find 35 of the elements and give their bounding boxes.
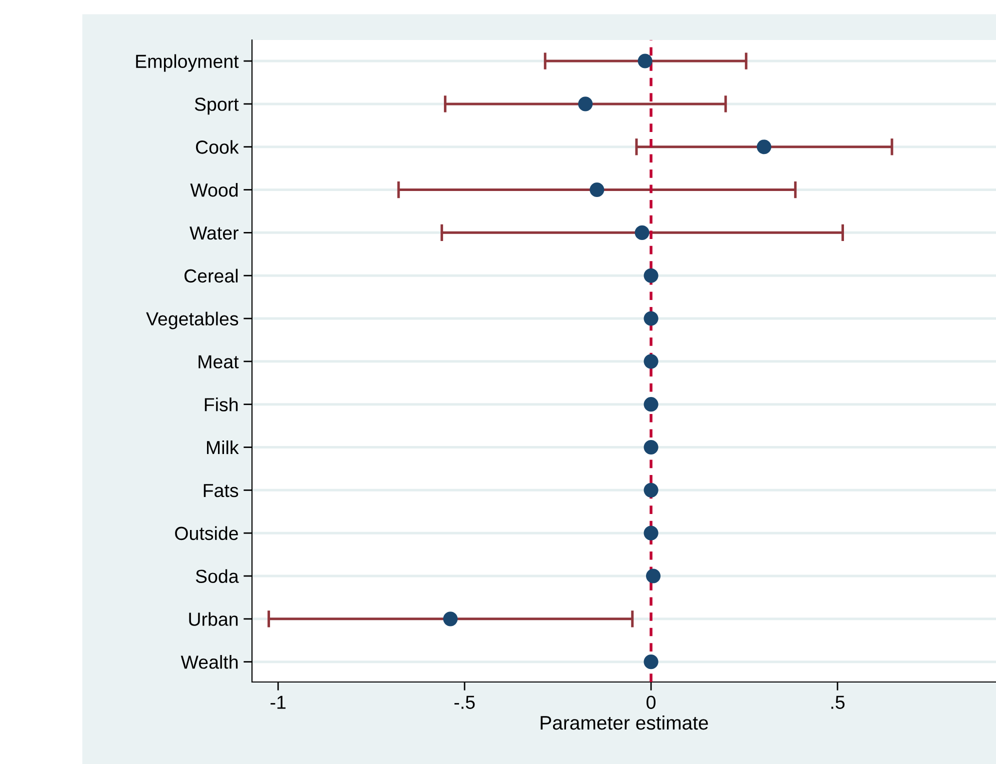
point [644, 482, 658, 498]
y-tick-label: Outside [175, 526, 238, 540]
y-tick-label: Cook [196, 140, 239, 154]
y-tick-label: Cereal [184, 268, 238, 283]
x-tick-label: -.5 [454, 696, 475, 709]
point [578, 96, 593, 112]
point [646, 568, 661, 584]
y-tick-label: Employment [136, 54, 239, 72]
point [644, 440, 658, 455]
point [634, 225, 650, 240]
point [590, 182, 604, 198]
point [638, 54, 652, 68]
point [644, 654, 658, 670]
y-tick-label: Meat [198, 355, 239, 368]
point [644, 311, 658, 326]
x-tick-label: 0 [646, 696, 656, 709]
y-tick-label: Sport [194, 98, 239, 115]
y-tick-label: Soda [196, 569, 239, 583]
point [644, 268, 658, 283]
point [644, 354, 658, 369]
point [644, 397, 658, 412]
point [443, 612, 458, 626]
x-axis-title: Parameter estimate [540, 715, 708, 730]
x-tick-label: .5 [831, 696, 845, 709]
y-tick-label: Urban [189, 612, 238, 626]
y-tick-label: Fish [204, 398, 238, 412]
point [644, 526, 658, 540]
y-tick-label: Wood [190, 182, 238, 197]
y-tick-label: Wealth [180, 655, 238, 669]
y-tick-label: Fats [204, 484, 238, 498]
x-tick-label: -1 [270, 696, 286, 709]
point [756, 140, 772, 154]
y-tick-label: Water [190, 226, 238, 240]
y-tick-label: Vegetables [146, 312, 238, 330]
y-tick-label: Milk [207, 440, 239, 454]
